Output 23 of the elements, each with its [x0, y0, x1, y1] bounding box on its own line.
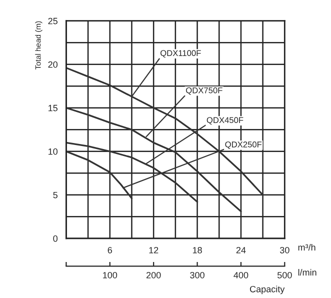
y-tick-label: 5	[53, 192, 58, 198]
x2-tick-label: 200	[146, 272, 161, 278]
annotation: QDX750F	[186, 87, 222, 95]
x2-tick-label: 100	[103, 272, 118, 278]
x-tick-label: 18	[192, 246, 202, 254]
x2-axis-title: Capacity	[250, 286, 285, 294]
text: l/min	[298, 269, 316, 276]
y-tick-label: 15	[48, 104, 58, 112]
x-tick-label: 6	[108, 246, 112, 254]
x-tick-label: 24	[236, 246, 246, 254]
x2-tick-label: 300	[190, 272, 204, 278]
y-tick-label: 20	[48, 61, 58, 68]
y-tick-label: 25	[48, 18, 58, 24]
annotation: QDX250F	[225, 141, 262, 149]
y-tick-label: 0	[53, 235, 58, 242]
annotation: QDX450F	[206, 117, 244, 125]
y-tick-label: 10	[48, 148, 58, 155]
annotation: QDX1100F	[160, 50, 201, 58]
x2-tick-label: 500	[277, 272, 292, 278]
x-axis-title: m³/h	[298, 244, 316, 251]
x2-tick-label: 400	[234, 272, 248, 278]
x-tick-label: 30	[280, 246, 290, 254]
x-tick-label: 12	[149, 246, 158, 254]
